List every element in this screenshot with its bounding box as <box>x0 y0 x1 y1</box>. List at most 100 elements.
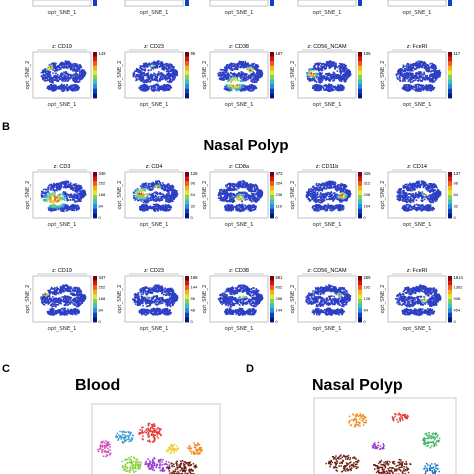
tsne-point <box>339 86 341 88</box>
tsne-point <box>342 86 345 89</box>
tsne-point <box>411 64 413 66</box>
tsne-point <box>56 184 58 187</box>
tsne-point <box>156 184 158 186</box>
tsne-point <box>42 192 44 194</box>
tsne-point <box>54 75 57 77</box>
tsne-point <box>260 75 263 78</box>
tsne-point <box>317 67 320 69</box>
tsne-point <box>421 62 424 64</box>
tsne-point <box>319 76 322 78</box>
tsne-point <box>312 76 314 79</box>
tsne-point <box>70 75 72 78</box>
tsne-point <box>144 189 147 191</box>
tsne-point <box>343 78 345 81</box>
tsne-point <box>137 190 140 192</box>
tsne-point <box>255 68 258 70</box>
tsne-point <box>227 65 230 68</box>
tsne-point <box>52 69 54 71</box>
tsne-point <box>399 73 402 76</box>
tsne-point <box>159 183 161 185</box>
tsne-point <box>405 85 407 88</box>
tsne-point <box>325 66 328 68</box>
tsne-point <box>73 66 76 69</box>
tsne-point <box>133 192 136 194</box>
tsne-point <box>40 195 43 197</box>
tsne-point <box>82 195 85 198</box>
tsne-point <box>231 68 234 70</box>
tsne-point <box>233 65 235 68</box>
tsne-point <box>397 70 400 72</box>
tsne-point <box>420 80 422 82</box>
tsne-point <box>47 73 50 76</box>
tsne-point <box>249 88 251 91</box>
tsne-point <box>64 60 67 63</box>
tsne-point <box>164 75 166 77</box>
tsne-point <box>416 90 419 92</box>
tsne-point <box>244 62 247 64</box>
tsne-point <box>415 74 418 76</box>
tsne-point <box>174 72 176 74</box>
y-axis-label: opt_SNE_2 <box>202 60 208 89</box>
tsne-point <box>419 71 421 74</box>
tsne-point <box>165 89 167 91</box>
tsne-point <box>399 68 402 70</box>
tsne-point <box>143 66 146 68</box>
tsne-point <box>335 66 338 68</box>
tsne-point <box>62 90 65 92</box>
tsne-point <box>218 74 220 76</box>
tsne-point <box>156 180 158 183</box>
colorbar-segment <box>93 0 97 6</box>
tsne-point <box>233 78 236 81</box>
tsne-point <box>54 199 56 201</box>
tsne-point <box>134 190 136 192</box>
tsne-point <box>319 72 322 75</box>
tsne-point <box>315 84 318 86</box>
tsne-point <box>162 63 164 65</box>
tsne-point <box>246 73 248 75</box>
tsne-point <box>150 77 152 80</box>
tsne-point <box>63 207 65 209</box>
tsne-point <box>65 207 67 209</box>
tsne-point <box>132 191 135 194</box>
tsne-point <box>319 87 321 89</box>
tsne-point <box>48 208 50 210</box>
tsne-point <box>412 88 414 90</box>
tsne-point <box>259 71 261 74</box>
tsne-point <box>427 87 430 90</box>
tsne-point <box>259 74 262 76</box>
tsne-point <box>141 185 144 188</box>
tsne-point <box>132 72 135 75</box>
tsne-point <box>317 86 319 89</box>
tsne-point <box>251 84 254 86</box>
tsne-point <box>336 70 339 72</box>
tsne-point <box>133 197 135 199</box>
tsne-point <box>246 88 249 91</box>
tsne-point <box>157 80 159 83</box>
tsne-point <box>62 182 65 184</box>
tsne-point <box>423 72 426 75</box>
tsne-point <box>431 67 433 70</box>
tsne-point <box>338 85 341 87</box>
tsne-point <box>415 79 417 81</box>
tsne-point <box>329 75 332 78</box>
tsne-point <box>236 89 238 92</box>
tsne-point <box>61 209 64 212</box>
tsne-point <box>50 204 53 207</box>
tsne-point <box>233 86 236 89</box>
tsne-point <box>419 89 422 91</box>
colorbar-segment <box>270 52 274 57</box>
tsne-point <box>162 76 164 78</box>
tsne-point <box>239 83 241 86</box>
colorbar-tick-label: 168 <box>99 192 106 197</box>
tsne-point <box>138 87 141 89</box>
tsne-point <box>40 75 43 78</box>
tsne-point <box>155 180 157 183</box>
tsne-point <box>254 78 256 81</box>
tsne-point <box>163 186 166 188</box>
tsne-point <box>60 74 62 76</box>
tsne-point <box>434 68 436 71</box>
tsne-point <box>66 193 68 195</box>
colorbar-segment <box>93 172 97 177</box>
tsne-point <box>226 64 229 66</box>
tsne-point <box>421 80 423 82</box>
